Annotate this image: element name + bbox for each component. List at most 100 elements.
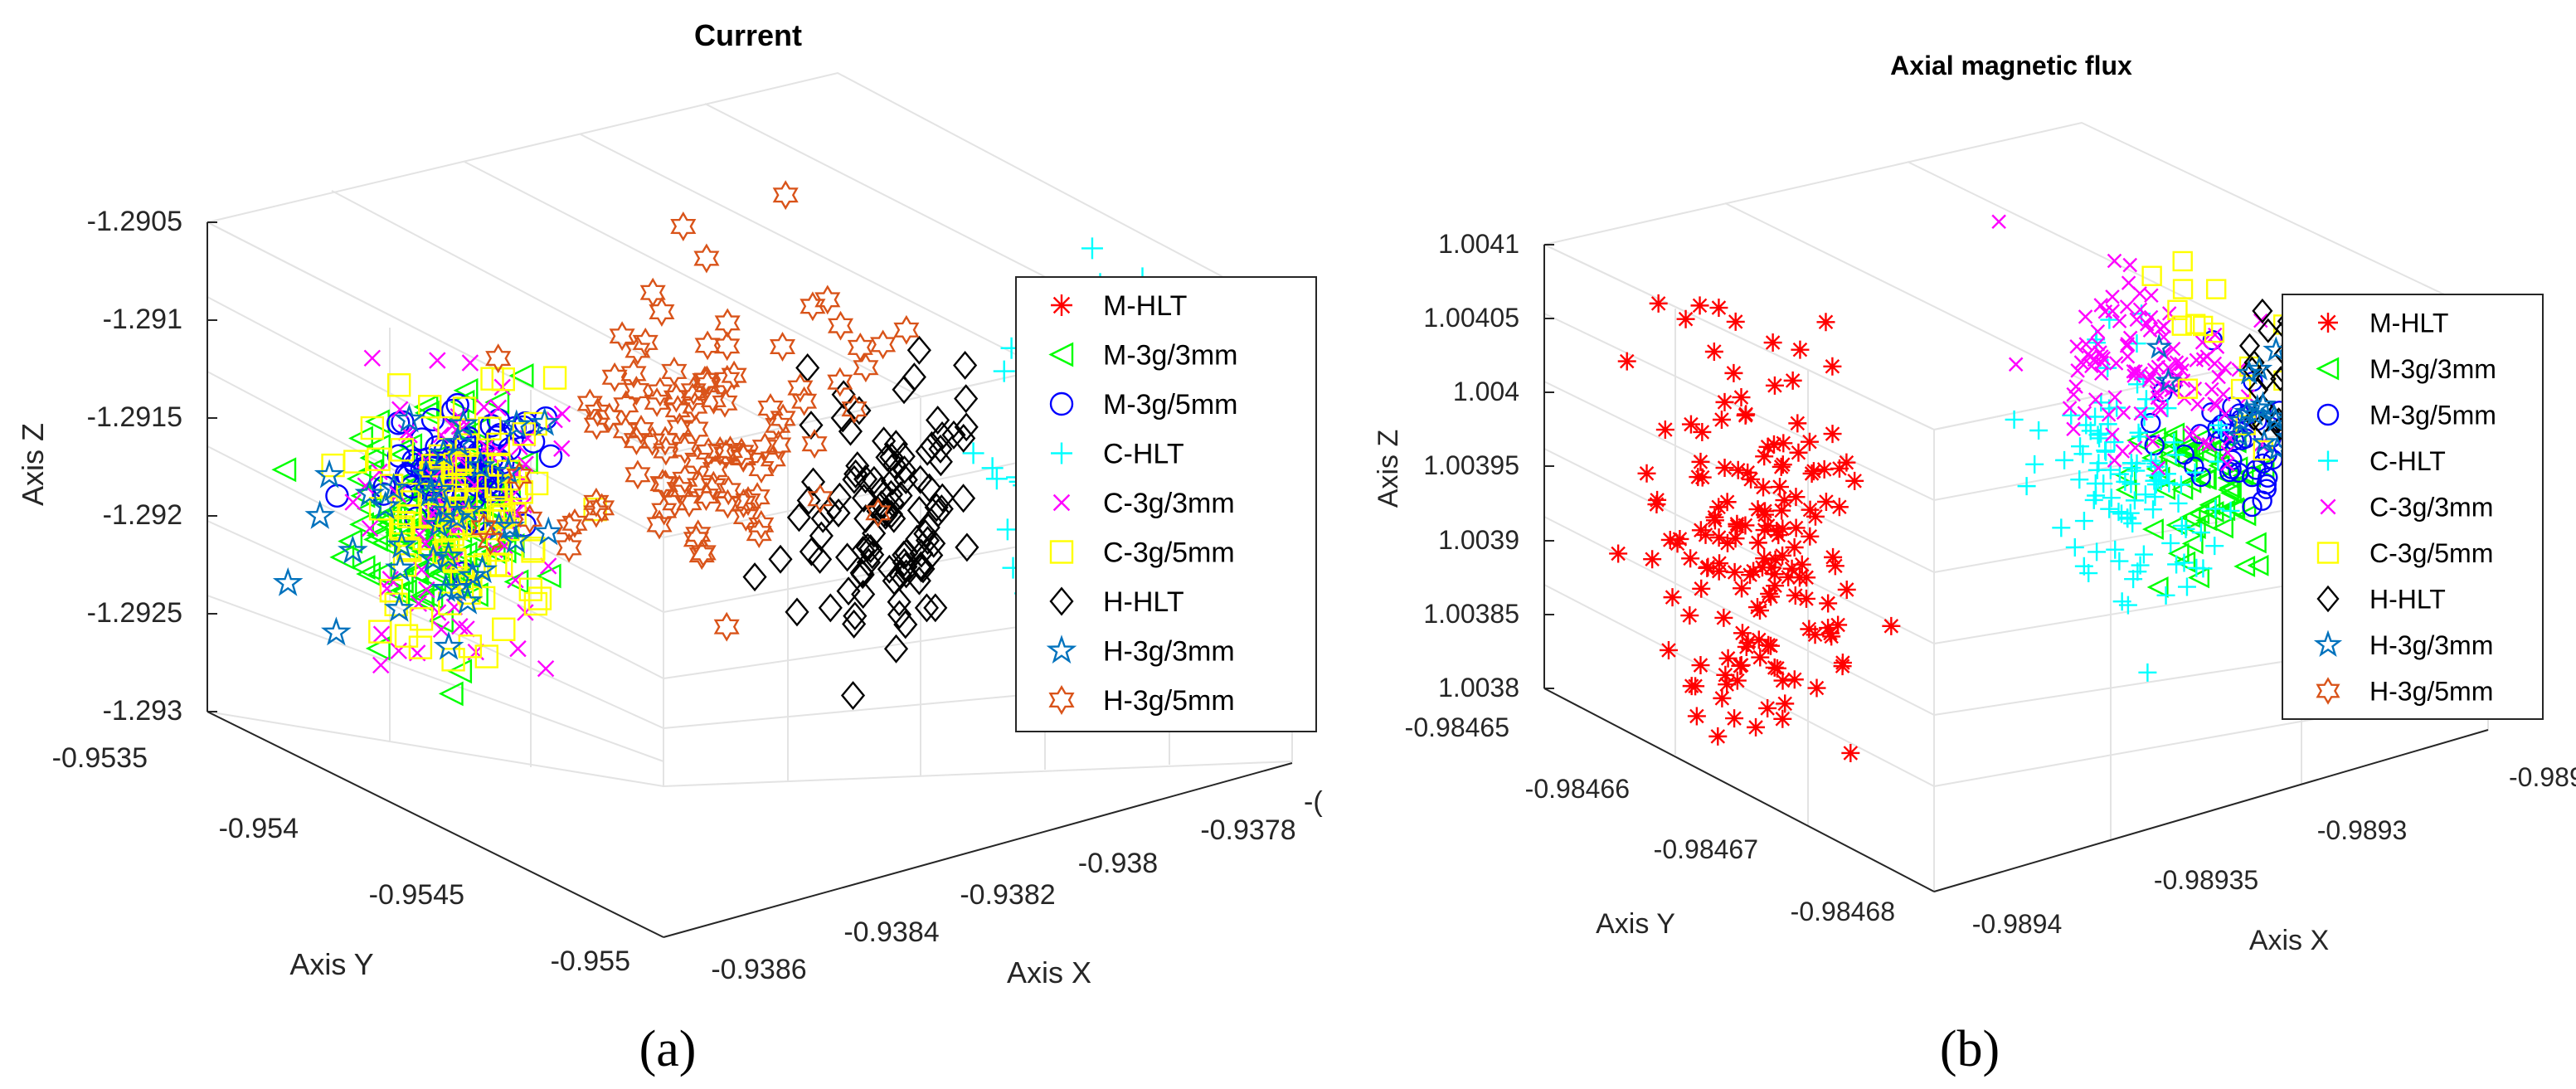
point-c-3g-3mm xyxy=(2112,314,2127,328)
point-c-hlt xyxy=(2110,552,2129,571)
point-h-hlt xyxy=(838,416,863,446)
point-c-3g-5mm xyxy=(2205,279,2227,299)
point-h-3g-3mm xyxy=(423,508,454,538)
point-m-hlt xyxy=(1790,568,1809,587)
point-m-hlt xyxy=(1749,630,1768,649)
point-c-3g-3mm xyxy=(2073,355,2089,370)
x-tick-label: -0.9894 xyxy=(1972,909,2063,939)
point-c-hlt xyxy=(2112,504,2131,523)
point-h-hlt xyxy=(911,554,936,584)
point-m-3g-5mm xyxy=(2256,479,2277,499)
point-c-hlt xyxy=(2175,553,2194,572)
z-tick-label: -1.291 xyxy=(103,304,182,335)
point-c-3g-3mm xyxy=(2107,390,2122,405)
point-m-hlt xyxy=(1755,521,1774,540)
point-h-3g-3mm xyxy=(386,529,417,559)
point-h-hlt xyxy=(840,681,866,711)
point-c-3g-5mm xyxy=(489,488,513,512)
y-tick-label: -0.955 xyxy=(551,946,630,977)
point-m-hlt xyxy=(1715,459,1734,478)
point-c-3g-5mm xyxy=(491,367,515,391)
point-m-3g-3mm xyxy=(2141,518,2164,541)
point-h-hlt xyxy=(908,464,933,494)
point-c-hlt xyxy=(2171,475,2190,494)
point-m-3g-3mm xyxy=(508,363,534,388)
point-c-3g-3mm xyxy=(2143,309,2159,325)
point-m-3g-5mm xyxy=(2201,402,2222,423)
point-c-hlt xyxy=(2090,429,2109,448)
point-h-hlt xyxy=(893,610,918,639)
y-axis-label-axial-flux: Axis Y xyxy=(1596,908,1675,940)
point-c-hlt xyxy=(2097,442,2116,461)
point-h-3g-3mm xyxy=(272,566,304,596)
point-h-3g-5mm xyxy=(865,498,892,528)
point-h-3g-5mm xyxy=(652,425,678,456)
point-h-hlt xyxy=(847,396,872,425)
point-c-hlt xyxy=(2129,423,2148,442)
point-h-3g-3mm xyxy=(320,616,352,646)
point-h-3g-3mm xyxy=(430,572,462,602)
point-m-hlt xyxy=(1762,558,1781,577)
point-h-hlt xyxy=(742,562,767,592)
point-m-hlt xyxy=(1728,460,1747,479)
point-h-3g-5mm xyxy=(649,297,675,327)
point-h-3g-3mm xyxy=(500,524,532,554)
point-m-3g-5mm xyxy=(2253,453,2273,474)
point-m-hlt xyxy=(1738,634,1757,653)
point-h-3g-5mm xyxy=(765,410,791,440)
point-c-3g-3mm xyxy=(2215,386,2231,402)
point-h-3g-3mm xyxy=(452,585,484,615)
legend-marker-m-3g-3mm xyxy=(1048,342,1074,367)
point-m-hlt xyxy=(1725,562,1744,581)
point-h-3g-3mm xyxy=(337,535,368,564)
point-m-hlt xyxy=(1714,608,1733,627)
point-c-3g-5mm xyxy=(408,635,433,659)
point-c-hlt xyxy=(2134,545,2153,564)
point-h-hlt xyxy=(799,411,824,440)
point-c-3g-5mm xyxy=(504,476,528,500)
point-m-hlt xyxy=(1830,498,1849,517)
point-c-hlt xyxy=(2166,445,2185,464)
point-c-3g-3mm xyxy=(2153,402,2168,418)
point-h-3g-5mm xyxy=(666,412,693,443)
point-h-3g-5mm xyxy=(721,360,747,391)
point-c-3g-3mm xyxy=(2204,382,2219,397)
z-ticks-axial-flux: 1.0041 1.00405 1.004 1.00395 1.0039 1.00… xyxy=(1423,229,1554,703)
point-c-3g-3mm xyxy=(2207,327,2223,343)
point-h-3g-5mm xyxy=(807,484,834,514)
point-c-3g-5mm xyxy=(458,634,483,659)
point-m-hlt xyxy=(1637,464,1656,483)
point-h-3g-5mm xyxy=(772,180,799,211)
point-h-hlt xyxy=(923,593,948,623)
point-h-3g-5mm xyxy=(601,362,628,392)
point-c-hlt xyxy=(2167,555,2186,574)
point-c-hlt xyxy=(2146,488,2165,507)
point-m-3g-3mm xyxy=(413,394,439,420)
point-h-3g-5mm xyxy=(853,352,879,383)
point-m-hlt xyxy=(1759,635,1778,654)
point-c-3g-3mm xyxy=(2078,309,2093,324)
point-m-hlt xyxy=(1776,694,1795,713)
point-h-hlt xyxy=(879,442,904,472)
point-m-3g-3mm xyxy=(371,530,396,556)
point-m-hlt xyxy=(1750,601,1769,620)
z-tick-label: -1.2925 xyxy=(87,597,182,629)
point-m-hlt xyxy=(1617,352,1636,371)
point-c-3g-3mm xyxy=(2068,379,2083,394)
legend-label-m-3g-5mm: M-3g/5mm xyxy=(1103,389,1237,421)
point-m-hlt xyxy=(1709,498,1728,517)
axes-current xyxy=(207,222,1293,938)
point-h-3g-5mm xyxy=(800,291,826,322)
legend-marker-m-hlt xyxy=(1051,294,1072,316)
point-c-hlt xyxy=(2209,416,2228,435)
point-m-3g-3mm xyxy=(366,434,391,459)
point-m-hlt xyxy=(1728,671,1747,690)
legend-label-m-hlt: M-HLT xyxy=(2369,309,2448,338)
point-c-hlt xyxy=(2124,570,2143,589)
point-m-hlt xyxy=(1748,533,1767,552)
point-c-3g-3mm xyxy=(2161,306,2177,321)
point-m-hlt xyxy=(1693,422,1712,441)
point-c-3g-3mm xyxy=(2189,352,2204,368)
point-c-3g-3mm xyxy=(509,639,527,658)
point-m-hlt xyxy=(1882,616,1901,635)
